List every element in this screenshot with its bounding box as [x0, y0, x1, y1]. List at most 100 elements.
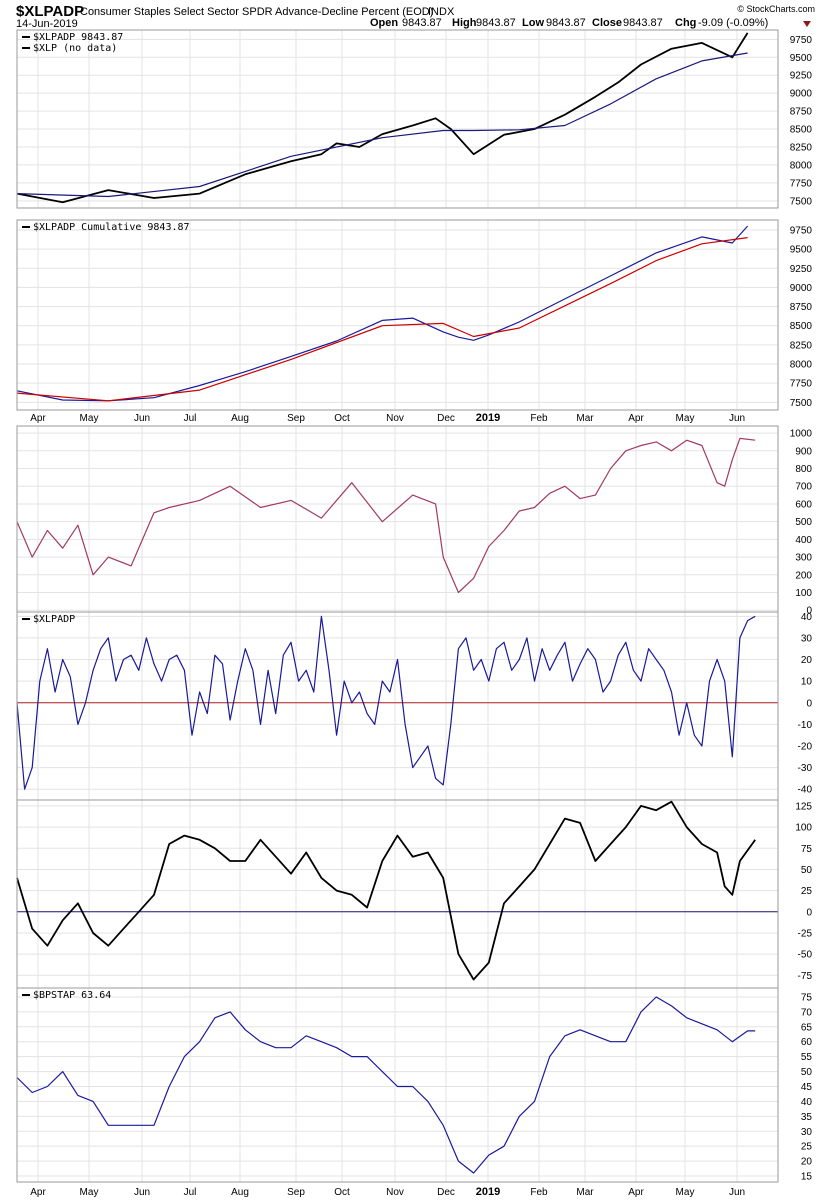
x-tick-label: Mar — [576, 413, 594, 424]
panel-frame — [16, 29, 779, 209]
chg-value: -9.09 (-0.09%) — [698, 17, 768, 29]
panel-frame — [16, 219, 779, 411]
y-tick-label: -20 — [798, 741, 813, 752]
x-tick-label: Apr — [30, 1187, 46, 1198]
date-label: 14-Jun-2019 — [16, 18, 78, 30]
x-tick-label: Jun — [729, 413, 745, 424]
panel-frame — [16, 611, 779, 801]
x-tick-label: Nov — [386, 413, 404, 424]
x-tick-label: Oct — [334, 413, 350, 424]
series-line-xlpadp — [16, 615, 756, 790]
y-tick-label: 30 — [801, 1127, 813, 1138]
y-tick-label: 800 — [795, 464, 812, 475]
x-tick-label: Mar — [576, 1187, 594, 1198]
y-tick-label: 70 — [801, 1007, 813, 1018]
x-tick-label: Aug — [231, 1187, 249, 1198]
y-tick-label: 65 — [801, 1022, 813, 1033]
y-tick-label: 40 — [801, 612, 813, 623]
x-tick-label: Sep — [287, 413, 305, 424]
y-tick-label: 9500 — [790, 245, 813, 256]
x-tick-label: Jul — [184, 1187, 197, 1198]
panel-oscillator-1: 0 100 200 300 400 500 600 700 800 900 1000 — [16, 425, 812, 617]
y-tick-label: 500 — [795, 517, 812, 528]
panel-frame — [16, 425, 779, 613]
open-value: 9843.87 — [402, 17, 442, 29]
y-tick-label: 8250 — [790, 142, 813, 153]
x-tick-label: Dec — [437, 1187, 455, 1198]
y-tick-label: 40 — [801, 1097, 813, 1108]
y-tick-label: 0 — [806, 606, 812, 617]
y-tick-label: 8000 — [790, 360, 813, 371]
y-tick-label: 100 — [795, 823, 812, 834]
x-tick-label: May — [676, 1187, 695, 1198]
down-arrow-icon — [803, 21, 811, 27]
y-tick-label: 8750 — [790, 107, 813, 118]
x-tick-label: Dec — [437, 413, 455, 424]
x-tick-label: Apr — [628, 1187, 644, 1198]
y-tick-label: 0 — [806, 907, 812, 918]
y-tick-label: 8000 — [790, 160, 813, 171]
x-tick-label: 2019 — [476, 412, 500, 424]
y-tick-label: 200 — [795, 570, 812, 581]
open-label: Open — [370, 17, 398, 29]
legend-entry: $XLPADP — [33, 614, 75, 625]
y-tick-label: 400 — [795, 535, 812, 546]
panel-bpstap: 15 20 25 30 35 40 45 50 55 60 65 70 75 $BPSTAP 63.64 — [16, 987, 813, 1183]
y-tick-label: 8250 — [790, 340, 813, 351]
y-tick-label: 8750 — [790, 302, 813, 313]
x-tick-label: Feb — [530, 1187, 548, 1198]
chg-label: Chg — [675, 17, 696, 29]
y-tick-label: 45 — [801, 1082, 813, 1093]
x-tick-label: Feb — [530, 413, 548, 424]
high-value: 9843.87 — [476, 17, 516, 29]
y-tick-label: 30 — [801, 633, 813, 644]
y-tick-label: 10 — [801, 677, 813, 688]
y-tick-label: 7500 — [790, 398, 813, 409]
y-tick-label: 20 — [801, 655, 813, 666]
y-tick-label: -50 — [798, 950, 813, 961]
y-tick-label: 7750 — [790, 178, 813, 189]
x-axis-1: Apr May Jun Jul Aug Sep Oct Nov Dec 2019 Feb Mar Apr… — [30, 412, 745, 424]
low-value: 9843.87 — [546, 17, 586, 29]
legend-entry: $XLP (no data) — [33, 43, 117, 54]
y-tick-label: 8500 — [790, 125, 813, 136]
high-label: High — [452, 17, 477, 29]
y-tick-label: 25 — [801, 886, 813, 897]
y-tick-label: 100 — [795, 588, 812, 599]
panel-frame — [16, 987, 779, 1183]
brand-watermark: © StockCharts.com — [737, 4, 815, 14]
y-tick-label: 9000 — [790, 283, 813, 294]
panel-price: 7500 7750 8000 8250 8500 8750 9000 9250 9500 9750… — [16, 29, 813, 209]
panel-oscillator-2: -40 -30 -20 -10 0 10 20 30 40 $XLPADP — [16, 611, 813, 801]
x-tick-label: Jun — [134, 1187, 150, 1198]
series-line-bpstap — [16, 996, 756, 1174]
legend-entry: $XLPADP Cumulative 9843.87 — [33, 222, 190, 233]
y-tick-label: 75 — [801, 844, 813, 855]
x-tick-label: May — [80, 413, 99, 424]
y-tick-label: 35 — [801, 1112, 813, 1123]
y-tick-label: 9750 — [790, 225, 813, 236]
x-tick-label: Apr — [30, 413, 46, 424]
series-line-series-0 — [16, 437, 756, 594]
y-tick-label: 300 — [795, 553, 812, 564]
x-tick-label: 2019 — [476, 1186, 500, 1198]
y-tick-label: 20 — [801, 1157, 813, 1168]
series-line-xlpadp-cumulative — [16, 225, 749, 402]
y-tick-label: 25 — [801, 1142, 813, 1153]
x-axis-2: Apr May Jun Jul Aug Sep Oct Nov Dec 2019 Feb Mar Apr… — [30, 1186, 745, 1198]
y-tick-label: 600 — [795, 499, 812, 510]
series-line-sma — [16, 52, 748, 198]
y-tick-label: 125 — [795, 801, 812, 812]
y-tick-label: -40 — [798, 785, 813, 796]
panel-frame — [16, 799, 779, 989]
close-label: Close — [592, 17, 622, 29]
y-tick-label: 7500 — [790, 196, 813, 207]
y-tick-label: 9250 — [790, 71, 813, 82]
x-axes: Apr May Jun Jul Aug Sep Oct Nov Dec 2019 Feb Mar Apr… — [30, 412, 745, 1198]
y-tick-label: 9750 — [790, 35, 813, 46]
y-tick-label: 15 — [801, 1172, 813, 1183]
chart-header: $XLPADP Consumer Staples Select Sector S… — [16, 3, 815, 30]
chart-panels: 7500775080008250850087509000925095009750… — [16, 29, 813, 1183]
x-tick-label: May — [80, 1187, 99, 1198]
